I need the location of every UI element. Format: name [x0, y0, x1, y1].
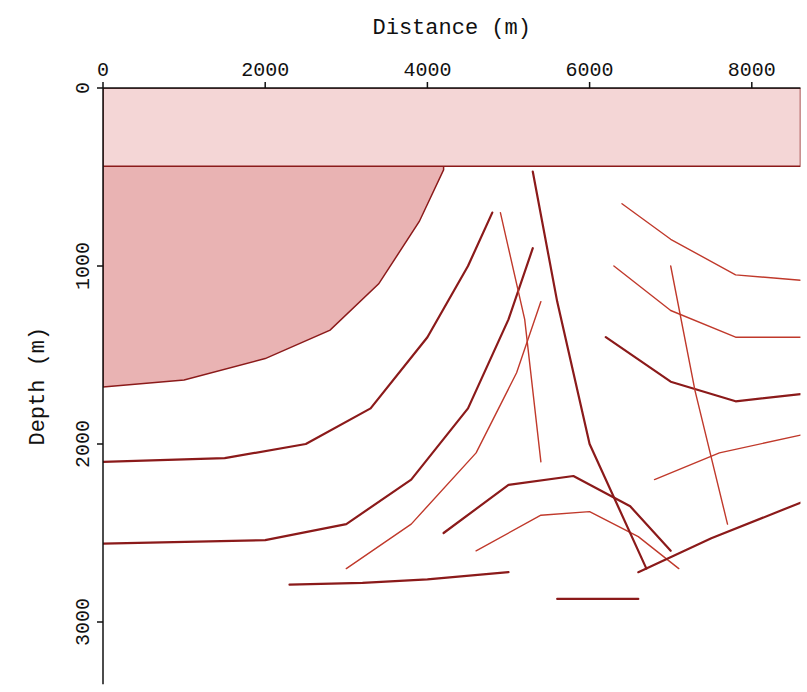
plot-background	[103, 88, 800, 684]
data-group	[103, 88, 800, 599]
y-axis	[102, 88, 104, 684]
y-tick	[97, 621, 103, 623]
x-axis	[103, 87, 800, 89]
reflector	[638, 503, 800, 573]
reflector	[606, 337, 801, 401]
y-tick-label: 2000	[72, 420, 95, 468]
reflector	[671, 266, 728, 524]
x-tick-label: 2000	[241, 59, 289, 82]
x-tick	[751, 82, 753, 88]
reflector	[290, 572, 509, 584]
x-tick	[102, 82, 104, 88]
x-axis-title: Distance (m)	[373, 16, 531, 41]
y-tick	[97, 87, 103, 89]
reflector	[500, 213, 541, 462]
reflector	[103, 213, 492, 462]
reflector	[557, 598, 638, 600]
y-tick	[97, 265, 103, 267]
reflector	[622, 204, 800, 281]
reflector	[533, 172, 647, 569]
y-tick-label: 0	[72, 82, 95, 94]
y-tick-label: 3000	[72, 598, 95, 646]
chart: 0 2000 4000 6000 8000 0 1000 2000 3000 Distance (…	[0, 0, 807, 692]
reflector	[655, 435, 801, 480]
reflector	[103, 248, 533, 544]
x-tick	[427, 82, 429, 88]
reflector	[346, 302, 541, 569]
x-tick	[589, 82, 591, 88]
y-axis-title: Depth (m)	[26, 327, 51, 446]
x-tick-label: 0	[97, 59, 109, 82]
y-tick	[97, 443, 103, 445]
reflector	[476, 512, 679, 569]
x-tick	[264, 82, 266, 88]
reflector	[614, 266, 801, 337]
y-tick-label: 1000	[72, 242, 95, 290]
x-tick-label: 4000	[403, 59, 451, 82]
x-tick-label: 6000	[566, 59, 614, 82]
area	[103, 88, 800, 166]
x-tick-label: 8000	[728, 59, 776, 82]
